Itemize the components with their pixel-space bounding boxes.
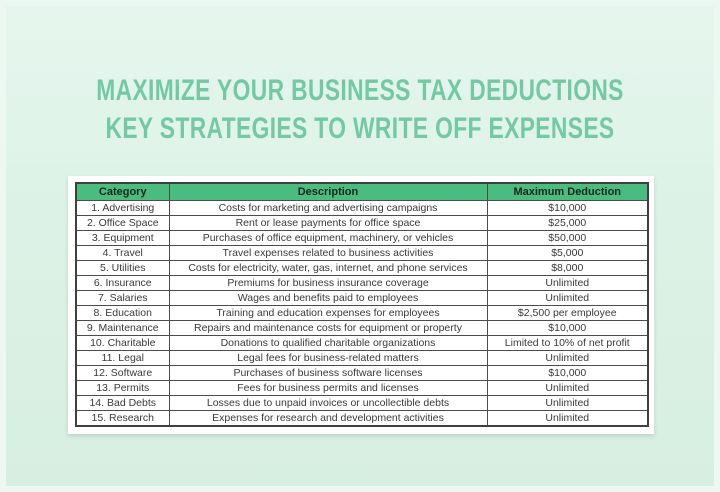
- cell-category: 10. Charitable: [75, 334, 170, 351]
- cell-max-deduction: Unlimited: [486, 289, 649, 306]
- deduction-table: Category Description Maximum Deduction 1…: [75, 182, 649, 427]
- table-row: 3. Equipment Purchases of office equipme…: [75, 229, 649, 246]
- cell-category: 3. Equipment: [75, 229, 170, 246]
- cell-max-deduction: Unlimited: [486, 349, 649, 366]
- cell-description: Purchases of business software licenses: [168, 364, 488, 381]
- table-row: 15. Research Expenses for research and d…: [75, 409, 649, 427]
- cell-description: Purchases of office equipment, machinery…: [168, 229, 488, 246]
- cell-description: Travel expenses related to business acti…: [168, 244, 488, 261]
- cell-max-deduction: $8,000: [486, 259, 649, 276]
- cell-max-deduction: $5,000: [486, 244, 649, 261]
- cell-description: Donations to qualified charitable organi…: [168, 334, 488, 351]
- table-row: 8. Education Training and education expe…: [75, 304, 649, 321]
- cell-category: 6. Insurance: [75, 274, 170, 291]
- cell-category: 4. Travel: [75, 244, 170, 261]
- table-row: 4. Travel Travel expenses related to bus…: [75, 244, 649, 261]
- table-row: 1. Advertising Costs for marketing and a…: [75, 199, 649, 216]
- cell-description: Costs for electricity, water, gas, inter…: [168, 259, 488, 276]
- cell-category: 2. Office Space: [75, 214, 170, 231]
- table-row: 6. Insurance Premiums for business insur…: [75, 274, 649, 291]
- cell-category: 8. Education: [75, 304, 170, 321]
- cell-category: 12. Software: [75, 364, 170, 381]
- cell-max-deduction: Limited to 10% of net profit: [486, 334, 649, 351]
- cell-max-deduction: $25,000: [486, 214, 649, 231]
- cell-description: Losses due to unpaid invoices or uncolle…: [168, 394, 488, 411]
- cell-description: Legal fees for business-related matters: [168, 349, 488, 366]
- cell-description: Fees for business permits and licenses: [168, 379, 488, 396]
- table-header-row: Category Description Maximum Deduction: [75, 182, 649, 201]
- cell-description: Repairs and maintenance costs for equipm…: [168, 319, 488, 336]
- column-header-category: Category: [75, 182, 170, 201]
- table-row: 13. Permits Fees for business permits an…: [75, 379, 649, 396]
- cell-category: 11. Legal: [75, 349, 170, 366]
- cell-category: 9. Maintenance: [75, 319, 170, 336]
- cell-max-deduction: Unlimited: [486, 274, 649, 291]
- table-row: 9. Maintenance Repairs and maintenance c…: [75, 319, 649, 336]
- table-row: 14. Bad Debts Losses due to unpaid invoi…: [75, 394, 649, 411]
- cell-max-deduction: $10,000: [486, 319, 649, 336]
- table-panel: Category Description Maximum Deduction 1…: [68, 176, 654, 434]
- cell-description: Expenses for research and development ac…: [168, 409, 488, 427]
- cell-max-deduction: $10,000: [486, 199, 649, 216]
- column-header-max-deduction: Maximum Deduction: [486, 182, 649, 201]
- table-header: Category Description Maximum Deduction: [75, 182, 649, 201]
- cell-max-deduction: Unlimited: [486, 394, 649, 411]
- cell-category: 15. Research: [75, 409, 170, 427]
- table-row: 7. Salaries Wages and benefits paid to e…: [75, 289, 649, 306]
- page-title: MAXIMIZE YOUR BUSINESS TAX DEDUCTIONS KE…: [6, 72, 714, 148]
- cell-max-deduction: $10,000: [486, 364, 649, 381]
- cell-description: Costs for marketing and advertising camp…: [168, 199, 488, 216]
- cell-max-deduction: $2,500 per employee: [486, 304, 649, 321]
- page-title-line-2: KEY STRATEGIES TO WRITE OFF EXPENSES: [105, 112, 615, 145]
- column-header-description: Description: [168, 182, 488, 201]
- cell-description: Rent or lease payments for office space: [168, 214, 488, 231]
- cell-max-deduction: $50,000: [486, 229, 649, 246]
- table-row: 11. Legal Legal fees for business-relate…: [75, 349, 649, 366]
- cell-description: Wages and benefits paid to employees: [168, 289, 488, 306]
- page-title-line-1: MAXIMIZE YOUR BUSINESS TAX DEDUCTIONS: [96, 74, 624, 107]
- table-row: 5. Utilities Costs for electricity, wate…: [75, 259, 649, 276]
- cell-category: 7. Salaries: [75, 289, 170, 306]
- cell-max-deduction: Unlimited: [486, 379, 649, 396]
- table-row: 12. Software Purchases of business softw…: [75, 364, 649, 381]
- table-row: 2. Office Space Rent or lease payments f…: [75, 214, 649, 231]
- cell-category: 13. Permits: [75, 379, 170, 396]
- cell-category: 1. Advertising: [75, 199, 170, 216]
- table-body: 1. Advertising Costs for marketing and a…: [75, 199, 649, 427]
- cell-category: 5. Utilities: [75, 259, 170, 276]
- table-row: 10. Charitable Donations to qualified ch…: [75, 334, 649, 351]
- cell-description: Premiums for business insurance coverage: [168, 274, 488, 291]
- cell-max-deduction: Unlimited: [486, 409, 649, 427]
- cell-category: 14. Bad Debts: [75, 394, 170, 411]
- page-background: MAXIMIZE YOUR BUSINESS TAX DEDUCTIONS KE…: [6, 6, 714, 486]
- cell-description: Training and education expenses for empl…: [168, 304, 488, 321]
